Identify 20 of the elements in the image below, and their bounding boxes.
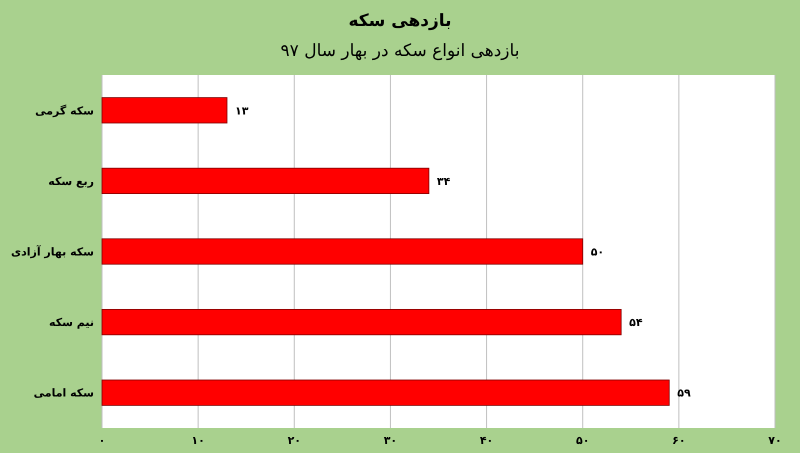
- x-tick-label: ۰: [98, 434, 106, 447]
- subtitle: بازدهی انواع سکه در بهار سال ۹۷: [280, 41, 520, 61]
- x-tick-label: ۱۰: [191, 434, 205, 447]
- title: بازدهی سکه: [348, 11, 452, 31]
- x-tick-label: ۴۰: [480, 434, 494, 447]
- x-tick-label: ۵۰: [576, 434, 590, 447]
- x-tick-label: ۷۰: [768, 434, 782, 447]
- category: سکه گرمی: [35, 104, 94, 118]
- value-label: ۵۹: [677, 386, 691, 400]
- category: سکه بهار آزادی: [11, 246, 94, 258]
- x-tick-label: ۲۰: [288, 434, 302, 447]
- category: نیم سکه: [49, 316, 94, 330]
- category: ربع سکه: [48, 174, 94, 188]
- value-label: ۵۴: [629, 316, 643, 330]
- category: سکه امامی: [34, 386, 94, 400]
- value-label: ۵۰: [590, 246, 604, 258]
- value-label: ۳۴: [436, 174, 450, 188]
- x-tick-label: ۳۰: [384, 434, 398, 447]
- x-tick-label: ۶۰: [672, 434, 686, 447]
- value-label: ۱۳: [234, 104, 248, 118]
